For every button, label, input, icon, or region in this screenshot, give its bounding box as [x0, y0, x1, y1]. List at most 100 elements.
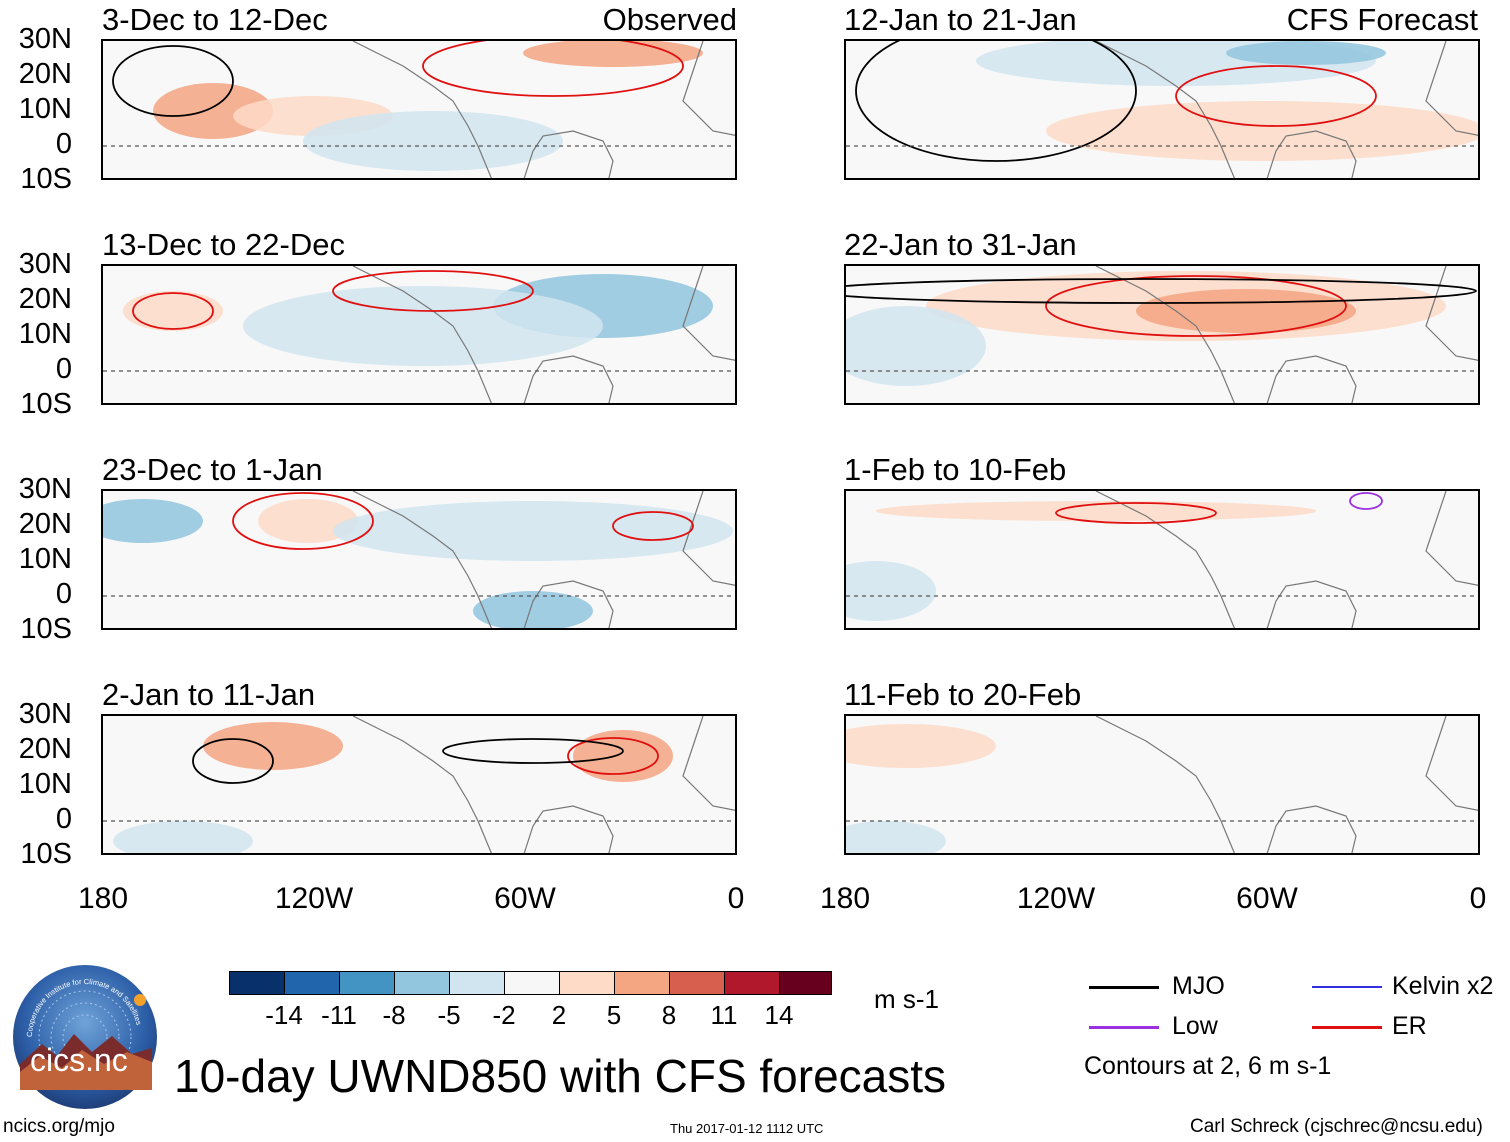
lat-label: 30N: [18, 473, 72, 505]
wave-contour: [1349, 492, 1383, 510]
cics-logo-graphic: Cooperative Institute for Climate and Sa…: [13, 965, 157, 1109]
anomaly-shading: [473, 591, 593, 628]
anomaly-shading: [1136, 289, 1356, 333]
panel-title-left-1: 3-Dec to 12-Dec: [102, 2, 328, 37]
colorbar-swatch: [504, 971, 560, 995]
legend-label-er: ER: [1392, 1012, 1427, 1040]
colorbar-swatch: [779, 971, 832, 995]
colorbar-tick-label: 14: [764, 1000, 794, 1030]
map-panel-left-1: [101, 39, 737, 180]
coastline: [1095, 41, 1478, 178]
footer-url: ncics.org/mjo: [3, 1116, 115, 1137]
wave-contour: [112, 45, 234, 117]
wave-contour: [1045, 275, 1347, 337]
panel-title-right-4: 11-Feb to 20-Feb: [844, 677, 1082, 712]
colorbar-swatch: [229, 971, 285, 995]
map-panel-left-4: [101, 714, 737, 855]
lon-label: 180: [77, 882, 129, 915]
colorbar-swatch: [449, 971, 505, 995]
anomaly-shading: [523, 41, 703, 67]
panel-title-left-3: 23-Dec to 1-Jan: [102, 452, 323, 487]
legend-label-low: Low: [1172, 1012, 1218, 1040]
wave-contour: [132, 292, 214, 330]
wave-contour: [855, 41, 1137, 162]
coastline: [1095, 716, 1478, 853]
colorbar-tick-label: 2: [551, 1000, 567, 1030]
anomaly-shading: [303, 111, 563, 171]
colorbar-swatch: [559, 971, 615, 995]
legend-label-kelvin: Kelvin x2: [1392, 972, 1494, 1000]
legend-line-low: [1089, 1026, 1159, 1029]
coastline: [352, 491, 735, 628]
wave-contour: [612, 511, 694, 541]
lat-label: 10S: [20, 613, 72, 645]
legend-line-kelvin: [1312, 986, 1382, 988]
lon-label: 180: [819, 882, 871, 915]
panel-title-right-2: 22-Jan to 31-Jan: [844, 227, 1077, 262]
lat-label: 30N: [18, 698, 72, 730]
wave-contour: [567, 737, 659, 775]
map-field: [846, 491, 1478, 628]
colorbar-swatch: [724, 971, 780, 995]
colorbar-tick-label: 8: [661, 1000, 677, 1030]
map-panel-left-2: [101, 264, 737, 405]
map-field: [846, 41, 1478, 178]
lat-label: 30N: [18, 23, 72, 55]
contours-note: Contours at 2, 6 m s-1: [1084, 1052, 1332, 1080]
map-panel-right-3: [844, 489, 1480, 630]
anomaly-shading: [243, 286, 603, 366]
lat-label: 0: [55, 803, 72, 835]
colorbar-tick-label: 11: [710, 1000, 738, 1030]
lat-label: 10N: [18, 93, 72, 125]
anomaly-shading: [876, 501, 1316, 521]
lat-label: 0: [55, 353, 72, 385]
lat-label: 0: [55, 128, 72, 160]
colorbar-tick-label: 5: [606, 1000, 622, 1030]
colorbar-tick-label: -8: [382, 1000, 406, 1030]
legend-line-mjo: [1089, 986, 1159, 989]
colorbar-swatch: [284, 971, 340, 995]
anomaly-shading: [333, 501, 733, 561]
panel-title-left-2: 13-Dec to 22-Dec: [102, 227, 345, 262]
anomaly-shading: [846, 306, 986, 386]
lon-label: 120W: [274, 882, 354, 915]
map-field: [103, 266, 735, 403]
colorbar-swatch: [669, 971, 725, 995]
anomaly-shading: [103, 499, 203, 543]
colorbar-swatch: [614, 971, 670, 995]
coastline: [352, 41, 735, 178]
wave-contour: [422, 41, 684, 97]
lat-label: 10S: [20, 388, 72, 420]
lat-label: 20N: [18, 58, 72, 90]
anomaly-shading: [846, 561, 936, 621]
wave-contour: [442, 738, 624, 764]
colorbar-tick-label: -2: [492, 1000, 516, 1030]
coastline: [352, 716, 735, 853]
anomaly-shading: [203, 722, 343, 770]
logo-wordmark: cics.nc: [30, 1042, 128, 1078]
lon-label: 0: [1469, 882, 1487, 915]
map-field: [103, 41, 735, 178]
map-field: [103, 716, 735, 853]
wave-contour: [1175, 65, 1377, 127]
lon-label: 60W: [1236, 882, 1298, 915]
forecast-label: CFS Forecast: [1286, 2, 1478, 37]
lat-label: 10N: [18, 543, 72, 575]
wave-contour: [332, 270, 534, 312]
colorbar-swatch: [394, 971, 450, 995]
legend-label-mjo: MJO: [1172, 972, 1225, 1000]
observed-label: Observed: [602, 2, 737, 37]
anomaly-shading: [1046, 101, 1478, 161]
map-panel-right-1: [844, 39, 1480, 180]
footer-timestamp: Thu 2017-01-12 1112 UTC: [670, 1121, 824, 1136]
lat-label: 20N: [18, 508, 72, 540]
coastline: [352, 266, 735, 403]
lat-label: 30N: [18, 248, 72, 280]
anomaly-shading: [258, 499, 358, 543]
panel-title-right-1: 12-Jan to 21-Jan: [844, 2, 1077, 37]
lon-label: 120W: [1016, 882, 1096, 915]
colorbar-tick-label: -5: [437, 1000, 461, 1030]
figure-title: 10-day UWND850 with CFS forecasts: [174, 1050, 947, 1102]
map-panel-right-4: [844, 714, 1480, 855]
anomaly-shading: [1226, 41, 1386, 65]
